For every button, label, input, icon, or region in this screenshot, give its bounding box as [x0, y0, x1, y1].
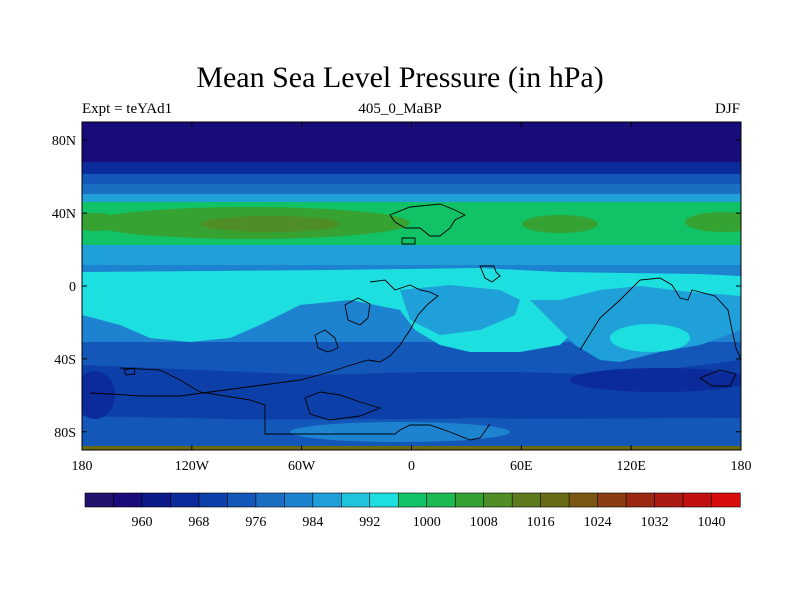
- center-string: 405_0_MaBP: [358, 101, 442, 117]
- x-tick-label: 60W: [288, 459, 316, 474]
- y-tick-label: 0: [69, 280, 76, 295]
- colorbar-box: [597, 492, 627, 508]
- x-tick-label: 0: [408, 459, 415, 474]
- colorbar-box: [483, 492, 513, 508]
- colorbar-label: 1032: [641, 515, 669, 530]
- y-tick-label: 80N: [52, 134, 76, 149]
- trough-african: [400, 285, 520, 335]
- x-tick-label: 120E: [616, 459, 646, 474]
- colorbar-label: 1024: [584, 515, 612, 530]
- coastlines: [89, 203, 741, 441]
- colorbar-box: [341, 492, 371, 508]
- band-polar-edge-4: [82, 160, 741, 174]
- band-polar-edge-3: [82, 172, 741, 184]
- ridge-asia: [522, 215, 598, 233]
- x-tick-label: 180: [731, 459, 752, 474]
- x-tick-label: 120W: [175, 459, 210, 474]
- coast-isle-1: [479, 265, 501, 283]
- y-tick-label: 40N: [52, 207, 76, 222]
- chart-title: Mean Sea Level Pressure (in hPa): [196, 61, 604, 94]
- colorbar-box: [227, 492, 257, 508]
- low-southern-core-1: [570, 368, 741, 392]
- colorbar-box: [141, 492, 172, 508]
- colorbar-label: 992: [359, 515, 380, 530]
- colorbar-box: [312, 492, 342, 508]
- colorbar-label: 1040: [698, 515, 726, 530]
- colorbar-label: 976: [245, 515, 266, 530]
- axis-ticks: 180 120W 60W 0 60E 120E 180 80N 40N 0 40S 80S: [52, 122, 752, 474]
- high-antarctic: [290, 422, 510, 442]
- y-tick-label: 80S: [54, 426, 76, 441]
- band-polar-low: [82, 122, 741, 162]
- coast-pacific-arc: [579, 277, 741, 361]
- low-southern-core-2: [82, 371, 115, 419]
- coast-landmass-north: [389, 203, 467, 237]
- colorbar-box: [511, 492, 542, 508]
- low-southern-ocean: [82, 360, 741, 420]
- x-tick-label: 60E: [510, 459, 533, 474]
- colorbar-label: 1000: [413, 515, 441, 530]
- colorbar-box: [568, 492, 599, 508]
- coast-isle-2: [314, 329, 339, 353]
- colorbar-box: [540, 492, 570, 508]
- colorbar-box: [711, 492, 741, 508]
- colorbar-box: [369, 492, 399, 508]
- coast-landmass-south: [89, 279, 439, 397]
- colorbar-box: [113, 492, 143, 508]
- coast-island-north: [401, 237, 416, 245]
- coast-isle-5: [699, 369, 737, 387]
- colorbar-box: [170, 492, 200, 508]
- x-tick-label: 180: [72, 459, 93, 474]
- colorbar-box: [454, 492, 485, 508]
- ridge-pacific-core: [200, 216, 340, 232]
- band-subtropical-transition: [82, 243, 741, 265]
- ridge-west: [82, 213, 120, 231]
- colorbar-box: [682, 492, 713, 508]
- contour-fill-layer: [82, 122, 741, 450]
- colorbar-box: [426, 492, 456, 508]
- trough-south-pacific: [530, 286, 741, 362]
- colorbar-label: 1016: [527, 515, 555, 530]
- colorbar-label: 1008: [470, 515, 498, 530]
- colorbar-label: 968: [188, 515, 209, 530]
- colorbar-box: [625, 492, 656, 508]
- band-polar-edge-2: [82, 182, 741, 194]
- colorbar-box: [198, 492, 228, 508]
- trough-south-pacific-core: [610, 324, 690, 352]
- colorbar-box: [397, 492, 428, 508]
- colorbar-box: [654, 492, 684, 508]
- coast-southern-sector: [119, 367, 491, 441]
- left-string: Expt = teYAd1: [82, 101, 173, 117]
- coast-inlet-west: [344, 297, 371, 326]
- colorbar-box: [84, 492, 115, 508]
- y-tick-label: 40S: [54, 353, 76, 368]
- right-string: DJF: [714, 101, 740, 117]
- band-polar-edge-1: [82, 192, 741, 202]
- colorbar-label: 984: [302, 515, 323, 530]
- colorbar-label: 960: [131, 515, 152, 530]
- colorbar: 960 968 976 984 992 1000 1008 1016 1024 1032 1040: [84, 492, 741, 530]
- ridge-east: [685, 212, 741, 232]
- colorbar-box: [255, 492, 285, 508]
- colorbar-box: [284, 492, 314, 508]
- coast-isle-3: [304, 391, 382, 421]
- coast-isle-4: [123, 367, 136, 376]
